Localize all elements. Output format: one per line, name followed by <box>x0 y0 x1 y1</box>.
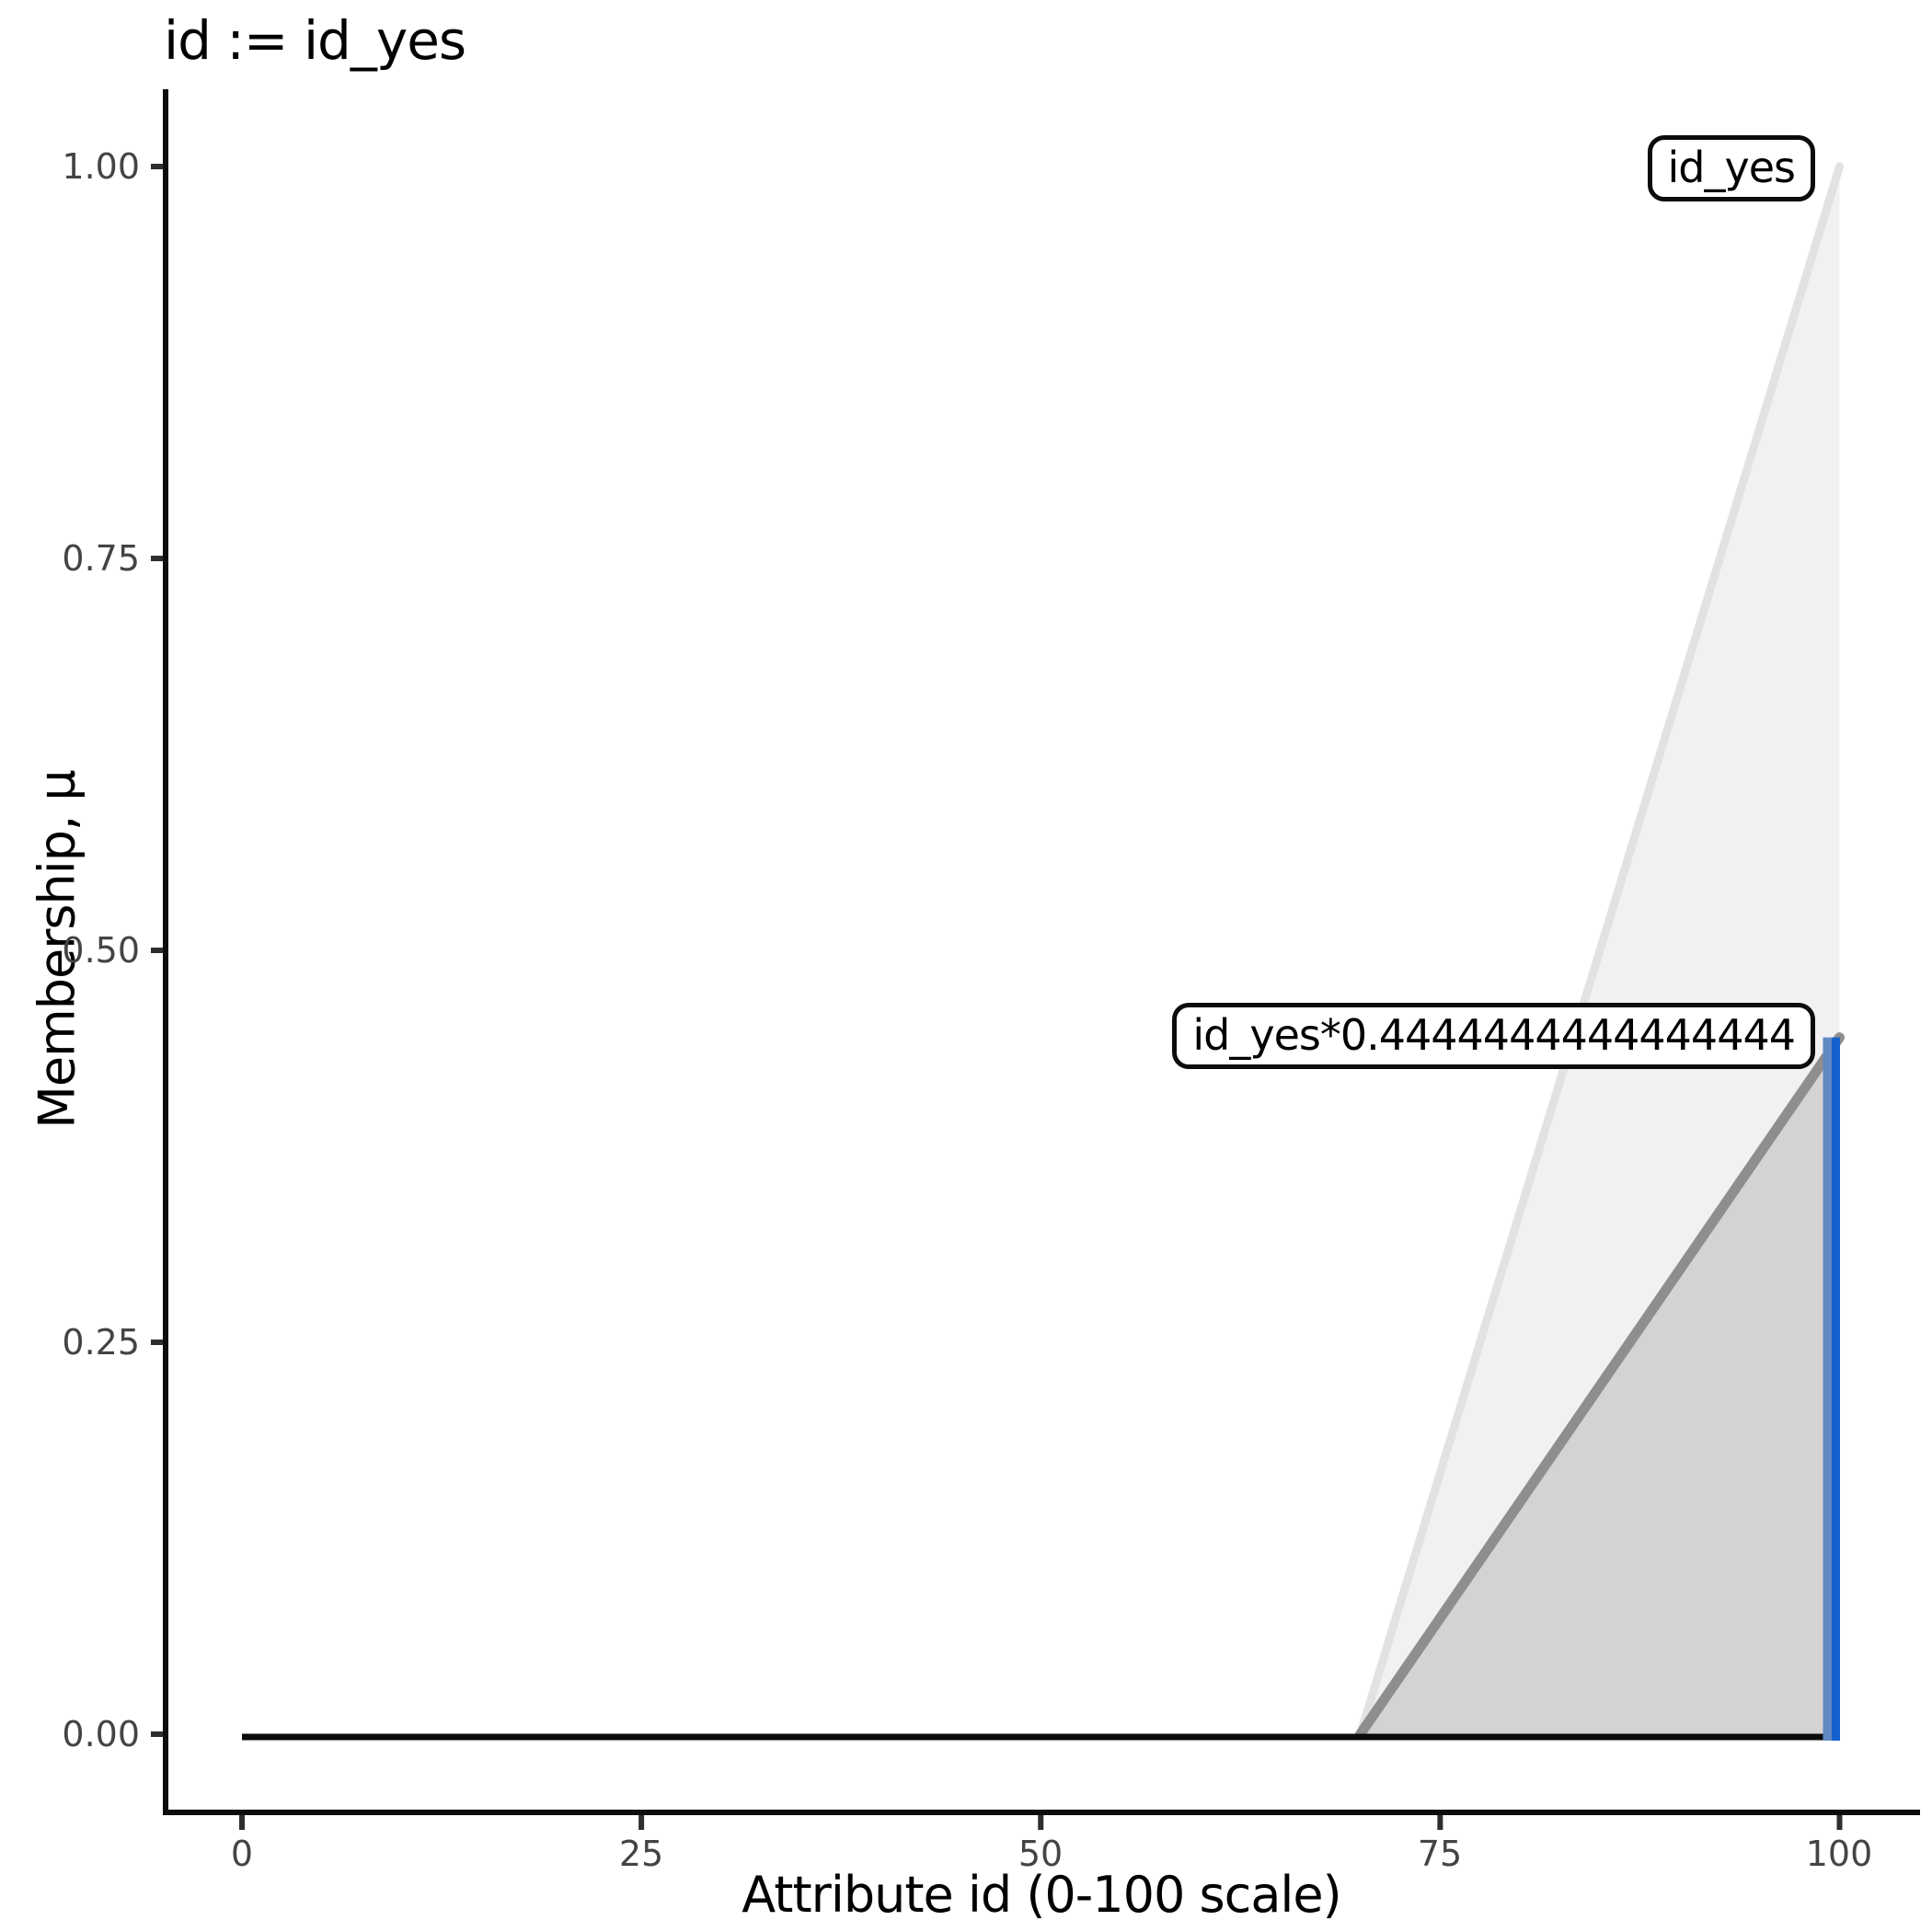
y-tick-label: 0.00 <box>62 1714 140 1754</box>
annotation-id-yes-scaled: id_yes*0.4444444444444444 <box>1172 1003 1815 1069</box>
chart-title: id := id_yes <box>164 9 466 72</box>
x-tick-label: 100 <box>1805 1834 1873 1874</box>
y-tick-label: 0.25 <box>62 1322 140 1363</box>
y-tick-label: 0.50 <box>62 930 140 971</box>
x-tick-label: 0 <box>230 1834 254 1874</box>
edge-id_yes <box>1356 162 1844 1739</box>
x-tick-label: 75 <box>1417 1834 1463 1874</box>
annotation-id-yes: id_yes <box>1647 135 1815 201</box>
y-tick-label: 0.75 <box>62 538 140 579</box>
x-tick-label: 25 <box>618 1834 664 1874</box>
edge-id_yes_scaled <box>1355 1032 1845 1740</box>
x-tick-label: 50 <box>1018 1834 1064 1874</box>
y-tick-label: 1.00 <box>62 146 140 187</box>
x-axis-label: Attribute id (0-100 scale) <box>742 1866 1341 1924</box>
